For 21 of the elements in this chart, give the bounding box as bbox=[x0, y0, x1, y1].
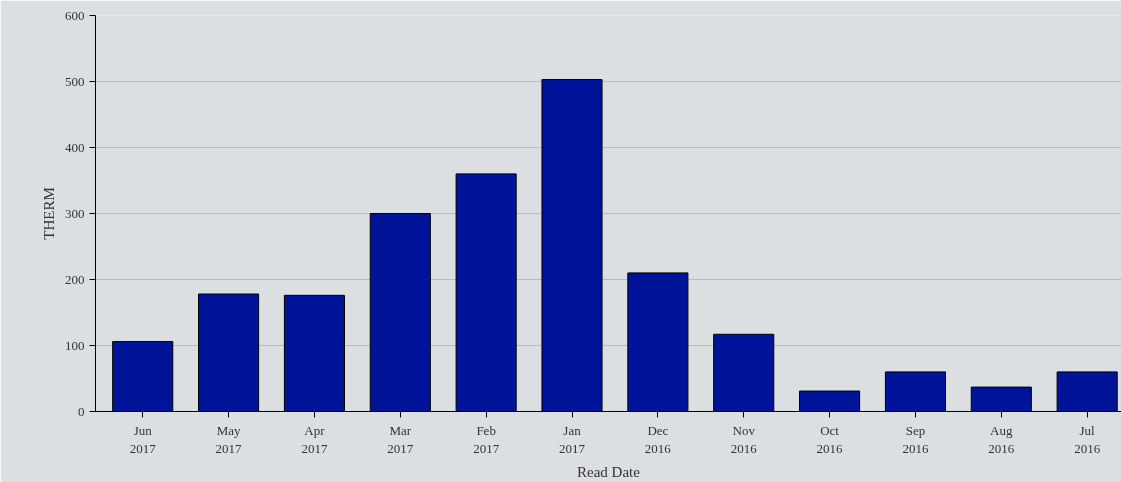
y-axis-title: THERM bbox=[41, 187, 57, 240]
x-tick-label: Feb 2017 bbox=[473, 422, 500, 456]
x-tick-label: Nov 2016 bbox=[730, 422, 758, 456]
y-tick-label: 200 bbox=[65, 271, 85, 287]
x-tick-label: Jun 2017 bbox=[129, 422, 157, 456]
x-tick-label: May 2017 bbox=[215, 422, 243, 456]
x-tick-label: Jul 2016 bbox=[1074, 422, 1101, 456]
y-tick-label: 600 bbox=[65, 7, 85, 23]
y-tick-label: 500 bbox=[65, 73, 85, 89]
x-tick-label: Apr 2017 bbox=[301, 422, 328, 456]
x-tick-label: Mar 2017 bbox=[387, 422, 414, 456]
x-tick-label: Dec 2016 bbox=[644, 422, 672, 456]
x-tick-label: Oct 2016 bbox=[816, 422, 844, 456]
x-axis-title: Read Date bbox=[577, 463, 641, 480]
x-tick-label: Jan 2017 bbox=[559, 422, 586, 456]
y-tick-label: 0 bbox=[78, 403, 85, 419]
y-tick-label: 100 bbox=[65, 337, 85, 353]
y-tick-label: 400 bbox=[65, 139, 85, 155]
y-tick-label: 300 bbox=[65, 205, 85, 221]
x-tick-label: Aug 2016 bbox=[988, 422, 1015, 456]
x-tick-label: Sep 2016 bbox=[902, 422, 929, 456]
